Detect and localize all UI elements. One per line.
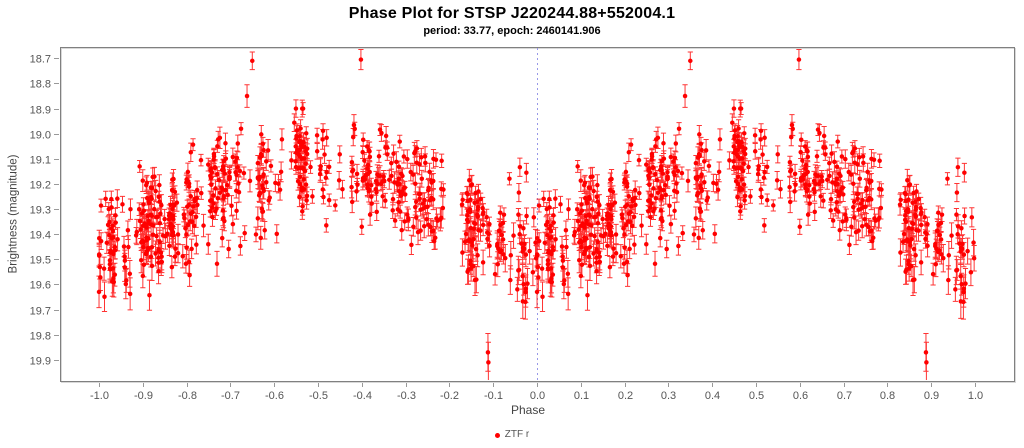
legend-series-label: ZTF r	[504, 429, 530, 440]
x-axis-label: Phase	[510, 403, 546, 417]
y-axis-label: Brightness (magnitude)	[7, 154, 19, 274]
chart-title: Phase Plot for STSP J220244.88+552004.1	[348, 5, 676, 22]
chart-subtitle: period: 33.77, epoch: 2460141.906	[423, 25, 601, 37]
legend-marker-icon	[494, 432, 500, 438]
y-axis-label-wrap: Brightness (magnitude)	[2, 47, 24, 381]
legend: ZTF r	[0, 428, 1024, 442]
